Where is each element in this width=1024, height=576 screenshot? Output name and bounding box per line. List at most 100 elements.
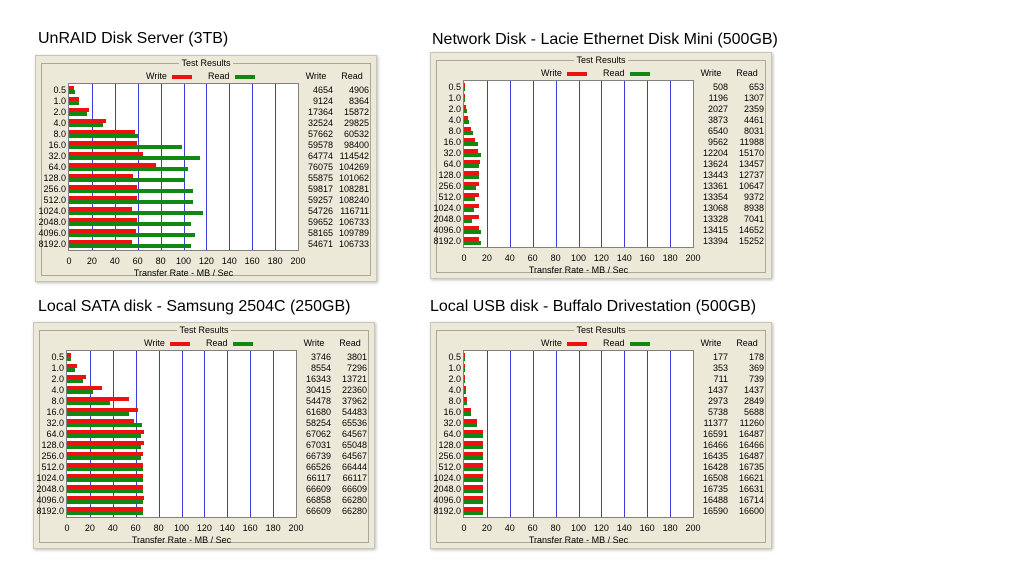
- category-label: 512.0: [43, 195, 66, 206]
- bar-write: [464, 104, 467, 109]
- category-label: 8192.0: [38, 239, 66, 250]
- category-label: 512.0: [438, 192, 461, 203]
- table-header-read: Read: [736, 68, 758, 78]
- table-value-read: 1437: [743, 384, 764, 395]
- bar-read: [464, 400, 468, 405]
- bar-write: [464, 171, 480, 176]
- table-value-read: 104269: [338, 162, 369, 172]
- bar-read: [67, 478, 143, 483]
- bar-read: [69, 222, 192, 227]
- table-header-read: Read: [339, 338, 361, 348]
- table-value-read: 106733: [338, 239, 369, 250]
- table-value-read: 64567: [341, 451, 367, 462]
- table-value-read: 16631: [738, 484, 764, 495]
- test-results-group: Test Results: [436, 325, 766, 543]
- category-label: 16.0: [46, 406, 64, 417]
- legend-read: Read: [603, 338, 650, 348]
- bar-write: [67, 441, 144, 446]
- table-value-write: 12204: [702, 147, 728, 158]
- category-label: 32.0: [443, 147, 461, 158]
- table-header-write: Write: [303, 338, 325, 348]
- table-value-write: 6540: [707, 125, 728, 136]
- x-tick-label: 40: [504, 523, 515, 533]
- x-tick-label: 100: [570, 523, 587, 533]
- gridline: [275, 84, 277, 250]
- bar-read: [464, 97, 466, 102]
- bar-read: [464, 108, 467, 113]
- bar-read: [69, 167, 189, 171]
- table-value-read: 66280: [341, 495, 367, 506]
- gridline: [227, 351, 229, 517]
- table-value-write: 66609: [305, 506, 331, 517]
- gridline: [532, 351, 534, 517]
- table-value-read: 12737: [738, 170, 764, 181]
- table-value-write: 9562: [707, 136, 728, 147]
- bar-read: [69, 89, 75, 94]
- table-value-write: 16590: [702, 506, 728, 517]
- bar-read: [464, 434, 483, 438]
- x-tick-label: 120: [593, 253, 609, 263]
- bar-write: [464, 496, 483, 501]
- gridline: [601, 351, 603, 517]
- category-label: 2.0: [448, 103, 461, 114]
- legend-write: Write: [541, 68, 587, 78]
- legend-swatch-read: [234, 74, 255, 79]
- table-value-write: 30415: [305, 384, 331, 395]
- x-tick-label: 20: [84, 523, 95, 533]
- gridline: [486, 81, 488, 247]
- bar-read: [69, 200, 193, 205]
- x-tick-label: 60: [132, 256, 143, 266]
- bar-write: [464, 137, 475, 142]
- gridline: [555, 81, 557, 247]
- gridline: [509, 351, 511, 517]
- table-value-write: 13443: [702, 170, 728, 181]
- category-label: 8.0: [53, 128, 66, 139]
- chart-title: Network Disk - Lacie Ethernet Disk Mini …: [432, 31, 778, 48]
- bar-read: [464, 119, 470, 124]
- table-value-read: 7041: [743, 214, 764, 225]
- legend-label: Write: [146, 71, 167, 81]
- legend-swatch-read: [629, 341, 650, 346]
- bar-write: [69, 229, 136, 234]
- bar-read: [464, 411, 471, 416]
- bar-write: [464, 507, 483, 512]
- table-value-write: 16428: [702, 462, 728, 473]
- x-tick-label: 140: [219, 523, 235, 533]
- table-value-read: 65536: [341, 417, 367, 428]
- table-value-read: 101062: [338, 173, 369, 184]
- category-label: 32.0: [443, 417, 461, 428]
- bar-read: [67, 422, 143, 427]
- bar-write: [464, 463, 483, 468]
- x-axis-label: Transfer Rate - MB / Sec: [528, 535, 629, 545]
- bar-read: [464, 186, 477, 191]
- gridline: [555, 351, 557, 517]
- gridline: [670, 81, 672, 247]
- bar-read: [464, 241, 482, 246]
- table-value-write: 11377: [703, 417, 728, 428]
- bar-read: [67, 400, 111, 405]
- table-value-write: 64774: [307, 150, 333, 161]
- group-title: Test Results: [437, 55, 765, 65]
- table-value-write: 66117: [306, 473, 331, 484]
- table-value-read: 4906: [348, 84, 369, 95]
- table-value-read: 14652: [738, 225, 764, 236]
- gridline: [273, 351, 275, 517]
- legend-write: Write: [146, 71, 192, 81]
- table-value-write: 66609: [305, 484, 331, 495]
- category-label: 4.0: [53, 117, 66, 128]
- table-value-read: 9372: [743, 192, 764, 203]
- category-label: 0.5: [448, 81, 461, 92]
- bar-write: [67, 430, 144, 434]
- table-value-read: 4461: [743, 114, 764, 125]
- x-tick-label: 180: [267, 256, 283, 266]
- category-label: 16.0: [443, 136, 461, 147]
- bar-write: [67, 418, 134, 423]
- table-value-read: 114542: [339, 150, 369, 161]
- table-value-write: 13361: [702, 181, 728, 192]
- category-label: 1.0: [448, 92, 461, 103]
- x-tick-label: 80: [550, 523, 561, 533]
- bar-read: [464, 219, 473, 224]
- plot-area: [66, 350, 297, 518]
- table-value-read: 16487: [738, 451, 764, 462]
- bar-write: [67, 407, 138, 412]
